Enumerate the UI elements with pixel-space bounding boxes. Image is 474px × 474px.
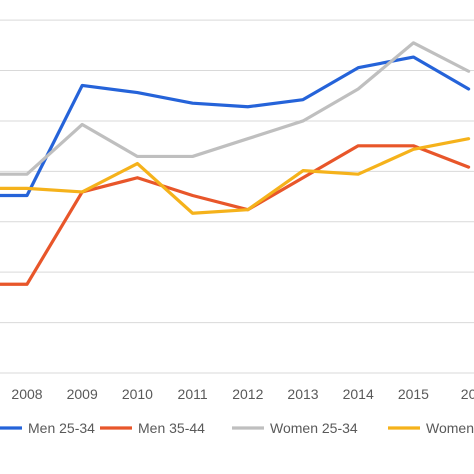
series-line-3 [0, 41, 471, 176]
series-line-4 [0, 137, 471, 215]
series-lines [0, 41, 471, 286]
series-line-1 [0, 55, 471, 198]
legend-label: Women 25-34 [270, 420, 358, 436]
gridlines [0, 19, 474, 374]
x-tick-label: 2015 [398, 386, 429, 402]
x-tick-label: 2009 [67, 386, 98, 402]
x-tick-label: 2014 [343, 386, 374, 402]
x-tick-label: 2013 [287, 386, 318, 402]
x-tick-label: 2012 [232, 386, 263, 402]
legend-label: Men 25-34 [28, 420, 95, 436]
legend-label: Men 35-44 [138, 420, 205, 436]
series-line-2 [0, 144, 471, 286]
x-axis-ticks: 2008 2009 2010 2011 2012 2013 2014 2015 20 [11, 386, 474, 402]
legend-label: Women [426, 420, 474, 436]
x-tick-label: 2010 [122, 386, 153, 402]
x-tick-label: 20 [461, 386, 474, 402]
x-tick-label: 2008 [11, 386, 42, 402]
x-tick-label: 2011 [178, 386, 208, 402]
legend: Men 25-34 Men 35-44 Women 25-34 Women [0, 420, 474, 436]
